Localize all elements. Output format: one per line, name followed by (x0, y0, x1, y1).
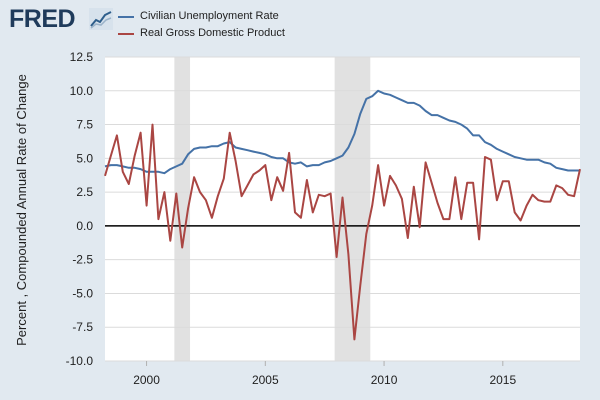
y-tick-label: 2.5 (76, 185, 93, 199)
chart-header: FRED Civilian Unemployment Rate Real Gro… (0, 0, 600, 50)
x-tick-label: 2015 (489, 373, 516, 387)
y-tick-label: 10.0 (70, 84, 94, 98)
legend-swatch (118, 16, 134, 18)
real-gdp-line (104, 123, 581, 341)
y-tick-label: -5.0 (72, 286, 93, 300)
y-tick-label: -2.5 (72, 253, 93, 267)
y-tick-label: -10.0 (66, 354, 94, 368)
unemployment-rate-line (104, 89, 580, 175)
y-tick-label: 7.5 (76, 118, 93, 132)
legend-swatch (118, 33, 134, 35)
x-tick-label: 2010 (371, 373, 398, 387)
y-tick-label: 12.5 (70, 50, 94, 64)
y-tick-label: 0.0 (76, 219, 93, 233)
x-tick-label: 2005 (252, 373, 279, 387)
y-tick-label: -7.5 (72, 320, 93, 334)
x-tick-label: 2000 (133, 373, 160, 387)
y-tick-label: 5.0 (76, 151, 93, 165)
fred-logo: FRED (9, 5, 76, 33)
chart-line-icon (89, 8, 113, 30)
legend-label: Real Gross Domestic Product (140, 27, 285, 39)
legend-label: Civilian Unemployment Rate (140, 10, 279, 22)
recession-band (174, 57, 191, 361)
